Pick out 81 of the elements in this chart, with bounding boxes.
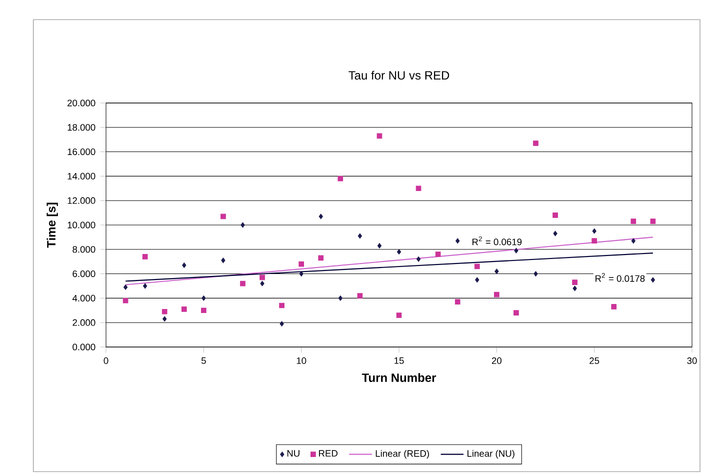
point <box>142 254 148 260</box>
annotation: R$^{2}$ = 0.0619 <box>472 236 522 246</box>
point <box>631 238 636 244</box>
y-tick-label: 2.000 <box>72 319 96 326</box>
x-tick-label: 10 <box>296 357 306 364</box>
legend-label: RED <box>319 450 338 457</box>
chart-title: Tau for NU vs RED <box>348 70 450 80</box>
y-tick-label: 8.000 <box>72 246 96 253</box>
y-tick-label: 20.000 <box>68 100 96 106</box>
point <box>494 268 499 274</box>
x-tick-label: 20 <box>492 357 502 364</box>
point <box>454 299 460 305</box>
point <box>396 249 402 254</box>
point <box>592 238 598 244</box>
legend-label: Linear (RED) <box>376 450 429 459</box>
point <box>456 238 460 244</box>
x-axis-title: Turn Number <box>362 373 436 382</box>
point <box>318 214 323 220</box>
point <box>416 256 421 262</box>
point <box>416 186 422 192</box>
point <box>338 176 344 182</box>
point <box>475 277 480 283</box>
point <box>377 243 382 248</box>
point <box>357 293 363 298</box>
point <box>553 230 558 236</box>
point <box>143 283 148 289</box>
annotation: R$^{2}$ = 0.0178 <box>596 273 645 282</box>
point <box>122 298 128 304</box>
point <box>396 312 402 318</box>
point <box>592 228 596 234</box>
y-tick-label: 6.000 <box>72 270 96 278</box>
point <box>534 271 538 276</box>
y-tick-label: 14.000 <box>68 172 96 180</box>
point <box>572 280 578 285</box>
point <box>533 140 538 146</box>
point <box>162 316 167 322</box>
point <box>318 255 324 261</box>
point <box>376 133 382 139</box>
x-tick-label: 0 <box>104 357 108 364</box>
point <box>240 222 245 228</box>
point <box>650 218 656 224</box>
legend-label: NU <box>287 450 300 457</box>
y-axis-title: Time [s] <box>46 202 58 248</box>
point <box>162 308 168 314</box>
point <box>240 280 246 286</box>
point <box>474 264 480 270</box>
point <box>358 233 362 239</box>
point <box>298 261 304 267</box>
point <box>123 284 128 290</box>
point <box>572 286 577 292</box>
y-tick-label: 10.000 <box>68 222 96 228</box>
y-tick-label: 18.000 <box>68 124 96 131</box>
point <box>182 262 186 268</box>
y-tick-label: 4.000 <box>72 294 96 302</box>
point <box>435 252 441 257</box>
y-tick-label: 0.000 <box>72 344 96 350</box>
y-tick-label: 16.000 <box>68 148 96 156</box>
point <box>202 296 206 301</box>
point <box>514 248 518 254</box>
legend-label: Linear (NU) <box>468 450 514 459</box>
y-tick-label: 12.000 <box>68 197 96 204</box>
point <box>260 274 265 280</box>
point <box>514 310 519 316</box>
point <box>630 218 636 224</box>
point <box>201 308 206 314</box>
point <box>221 258 226 264</box>
point <box>279 302 284 308</box>
point <box>650 277 656 283</box>
point <box>338 296 342 301</box>
point <box>552 212 558 218</box>
x-tick-label: 30 <box>687 357 697 364</box>
point <box>181 306 187 312</box>
point <box>280 321 284 326</box>
x-tick-label: 25 <box>590 357 600 364</box>
x-tick-label: 15 <box>394 357 404 364</box>
point <box>260 280 264 286</box>
point <box>299 271 304 276</box>
x-tick-label: 5 <box>201 357 206 364</box>
point <box>494 292 500 298</box>
point <box>220 214 226 220</box>
point <box>611 304 617 310</box>
